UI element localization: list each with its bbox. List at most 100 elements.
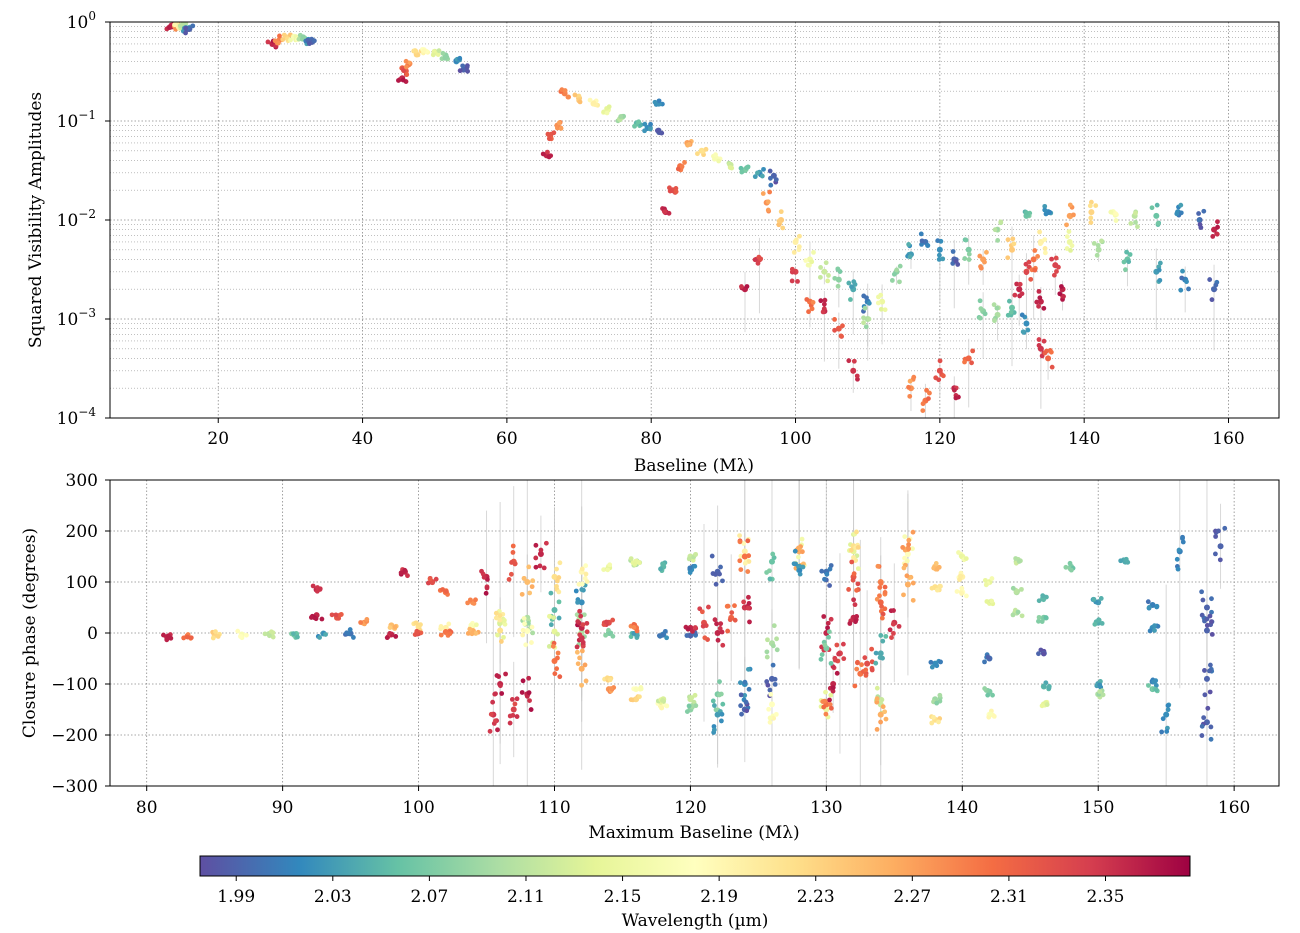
visibility-point-cloud [991, 302, 997, 308]
closure-phase-point-cloud [556, 599, 562, 605]
closure-phase-point-cloud [522, 621, 527, 627]
closure-phase-point-cloud [742, 679, 748, 685]
closure-phase-point-cloud [1216, 528, 1221, 534]
visibility-point-cloud [977, 298, 983, 304]
closure-phase-point-cloud [493, 691, 498, 697]
visibility-point-cloud [811, 250, 816, 255]
closure-phase-point-cloud [690, 629, 695, 634]
closure-phase-point-cloud [1209, 609, 1214, 615]
colorbar-tick-label: 2.19 [700, 887, 738, 907]
visibility-point-cloud [937, 358, 943, 364]
visibility-ylabel: Squared Visibility Amplitudes [26, 92, 46, 348]
visibility-point-cloud [572, 92, 578, 98]
visibility-point-cloud [849, 284, 854, 290]
visibility-point-cloud [773, 177, 779, 182]
closure-phase-point-cloud [863, 672, 869, 678]
closure-phase-point-cloud [514, 714, 520, 719]
closure-phase-point-cloud [392, 624, 398, 630]
closure-phase-point-cloud [738, 703, 744, 709]
closure-phase-point-cloud [874, 685, 880, 691]
y-tick-label: 10−3 [57, 306, 96, 330]
closure-phase-point [904, 581, 911, 588]
visibility-point-cloud [1210, 234, 1216, 239]
visibility-point-cloud [920, 408, 926, 414]
closure-phase-point-cloud [188, 635, 194, 641]
colorbar-tick-label: 2.27 [893, 887, 931, 907]
visibility-point-cloud [1157, 260, 1163, 266]
closure-phase-point [877, 711, 884, 718]
closure-phase-point-cloud [771, 555, 777, 561]
closure-phase-point-cloud [659, 705, 665, 711]
closure-phase-point-cloud [579, 587, 585, 592]
visibility-point-cloud [1041, 305, 1047, 311]
closure-phase-point-cloud [1010, 585, 1016, 591]
closure-phase-point-cloud [982, 577, 988, 583]
closure-phase-point-cloud [713, 581, 719, 587]
closure-phase-point-cloud [1041, 597, 1046, 603]
closure-phase-point-cloud [664, 703, 670, 709]
closure-phase-point-cloud [494, 673, 500, 678]
closure-phase-point-cloud [855, 566, 861, 572]
closure-phase-point-cloud [490, 699, 496, 705]
closure-phase-point-cloud [863, 667, 869, 673]
closure-phase-point-cloud [836, 651, 841, 657]
closure-phase-point-cloud [772, 676, 778, 682]
visibility-point-cloud [436, 48, 442, 54]
closure-phase-point-cloud [495, 632, 500, 638]
visibility-point-cloud [758, 256, 764, 262]
visibility-point-cloud [727, 165, 733, 170]
visibility-point-cloud [797, 233, 802, 239]
closure-phase-point-cloud [874, 696, 880, 702]
closure-phase-point-cloud [661, 561, 666, 567]
closure-phase-point-cloud [819, 568, 825, 574]
closure-phase-point-cloud [425, 580, 431, 586]
closure-phase-point-cloud [506, 577, 512, 582]
closure-phase-point-cloud [1092, 621, 1098, 627]
closure-phase-point-cloud [770, 643, 776, 649]
closure-phase-point-cloud [744, 708, 750, 714]
closure-phase-point-cloud [821, 704, 827, 710]
closure-phase-point-cloud [828, 692, 834, 698]
closure-phase-point-cloud [934, 700, 940, 706]
closure-phase-point-cloud [473, 597, 478, 603]
closure-phase-point-cloud [329, 612, 335, 618]
closure-phase-point-cloud [510, 712, 516, 718]
closure-phase-point-cloud [1209, 619, 1214, 625]
visibility-point-cloud [1067, 202, 1073, 208]
closure-phase-point-cloud [795, 545, 801, 551]
closure-phase-point-cloud [862, 655, 868, 661]
closure-phase-point-cloud [745, 605, 751, 611]
visibility-point-cloud [591, 100, 597, 106]
closure-phase-point-cloud [577, 608, 583, 614]
closure-phase-point-cloud [772, 681, 778, 687]
closure-phase-point-cloud [834, 642, 840, 648]
x-tick-label: 160 [1212, 429, 1244, 449]
visibility-point [1045, 355, 1052, 362]
closure-phase-point-cloud [989, 598, 995, 604]
closure-phase-point-cloud [510, 550, 516, 555]
visibility-point-cloud [1108, 209, 1114, 215]
closure-phase-point-cloud [270, 630, 276, 636]
closure-phase-point-cloud [1207, 689, 1213, 695]
closure-phase-point-cloud [270, 634, 276, 640]
closure-phase-point-cloud [933, 561, 939, 566]
closure-phase-point-cloud [497, 617, 503, 623]
closure-phase-point-cloud [358, 620, 364, 625]
visibility-point-cloud [962, 359, 967, 365]
closure-phase-point-cloud [702, 635, 708, 641]
closure-phase-point-cloud [877, 593, 882, 599]
closure-phase-point-cloud [882, 584, 888, 590]
closure-phase-point-cloud [732, 617, 738, 623]
closure-phase-point-cloud [745, 569, 751, 574]
colorbar-gradient [199, 855, 1191, 877]
closure-phase-point-cloud [541, 565, 547, 571]
x-tick-label: 160 [1218, 798, 1250, 818]
visibility-point-cloud [894, 267, 900, 273]
visibility-point-cloud [998, 219, 1004, 225]
closure-phase-point [524, 579, 531, 585]
closure-phase-point-cloud [526, 564, 532, 570]
closure-phase-point-cloud [904, 573, 910, 579]
closure-phase-point-cloud [737, 533, 742, 539]
visibility-point-cloud [838, 333, 844, 339]
closure-phase-point-cloud [555, 655, 560, 661]
